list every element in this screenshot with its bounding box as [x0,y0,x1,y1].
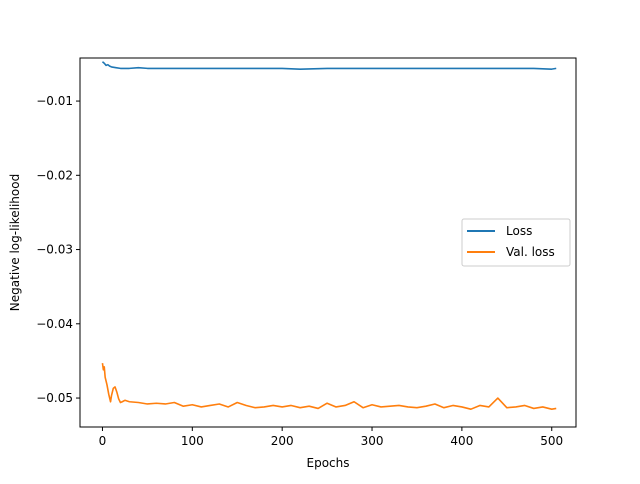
series-line-loss [101,61,557,70]
y-tick-label: −0.04 [36,317,73,331]
x-tick-label: 500 [540,434,563,448]
legend-label-val-loss: Val. loss [506,245,555,259]
x-tick-label: 0 [99,434,107,448]
y-tick-label: −0.02 [36,168,73,182]
y-axis: −0.01 −0.02 −0.03 −0.04 −0.05 [36,94,80,405]
series-line-val-loss [101,363,557,410]
axes-frame [79,57,577,428]
x-tick-label: 300 [361,434,384,448]
x-tick-label: 400 [450,434,473,448]
plot-area [101,61,557,410]
x-tick-label: 200 [271,434,294,448]
y-tick-label: −0.03 [36,243,73,257]
y-tick-label: −0.05 [36,391,73,405]
x-axis: 0 100 200 300 400 500 [99,427,563,448]
x-axis-title: Epochs [307,456,350,470]
legend: Loss Val. loss [461,218,571,267]
legend-label-loss: Loss [506,224,532,238]
y-tick-label: −0.01 [36,94,73,108]
y-axis-title: Negative log-likelihood [8,174,22,311]
x-tick-label: 100 [181,434,204,448]
